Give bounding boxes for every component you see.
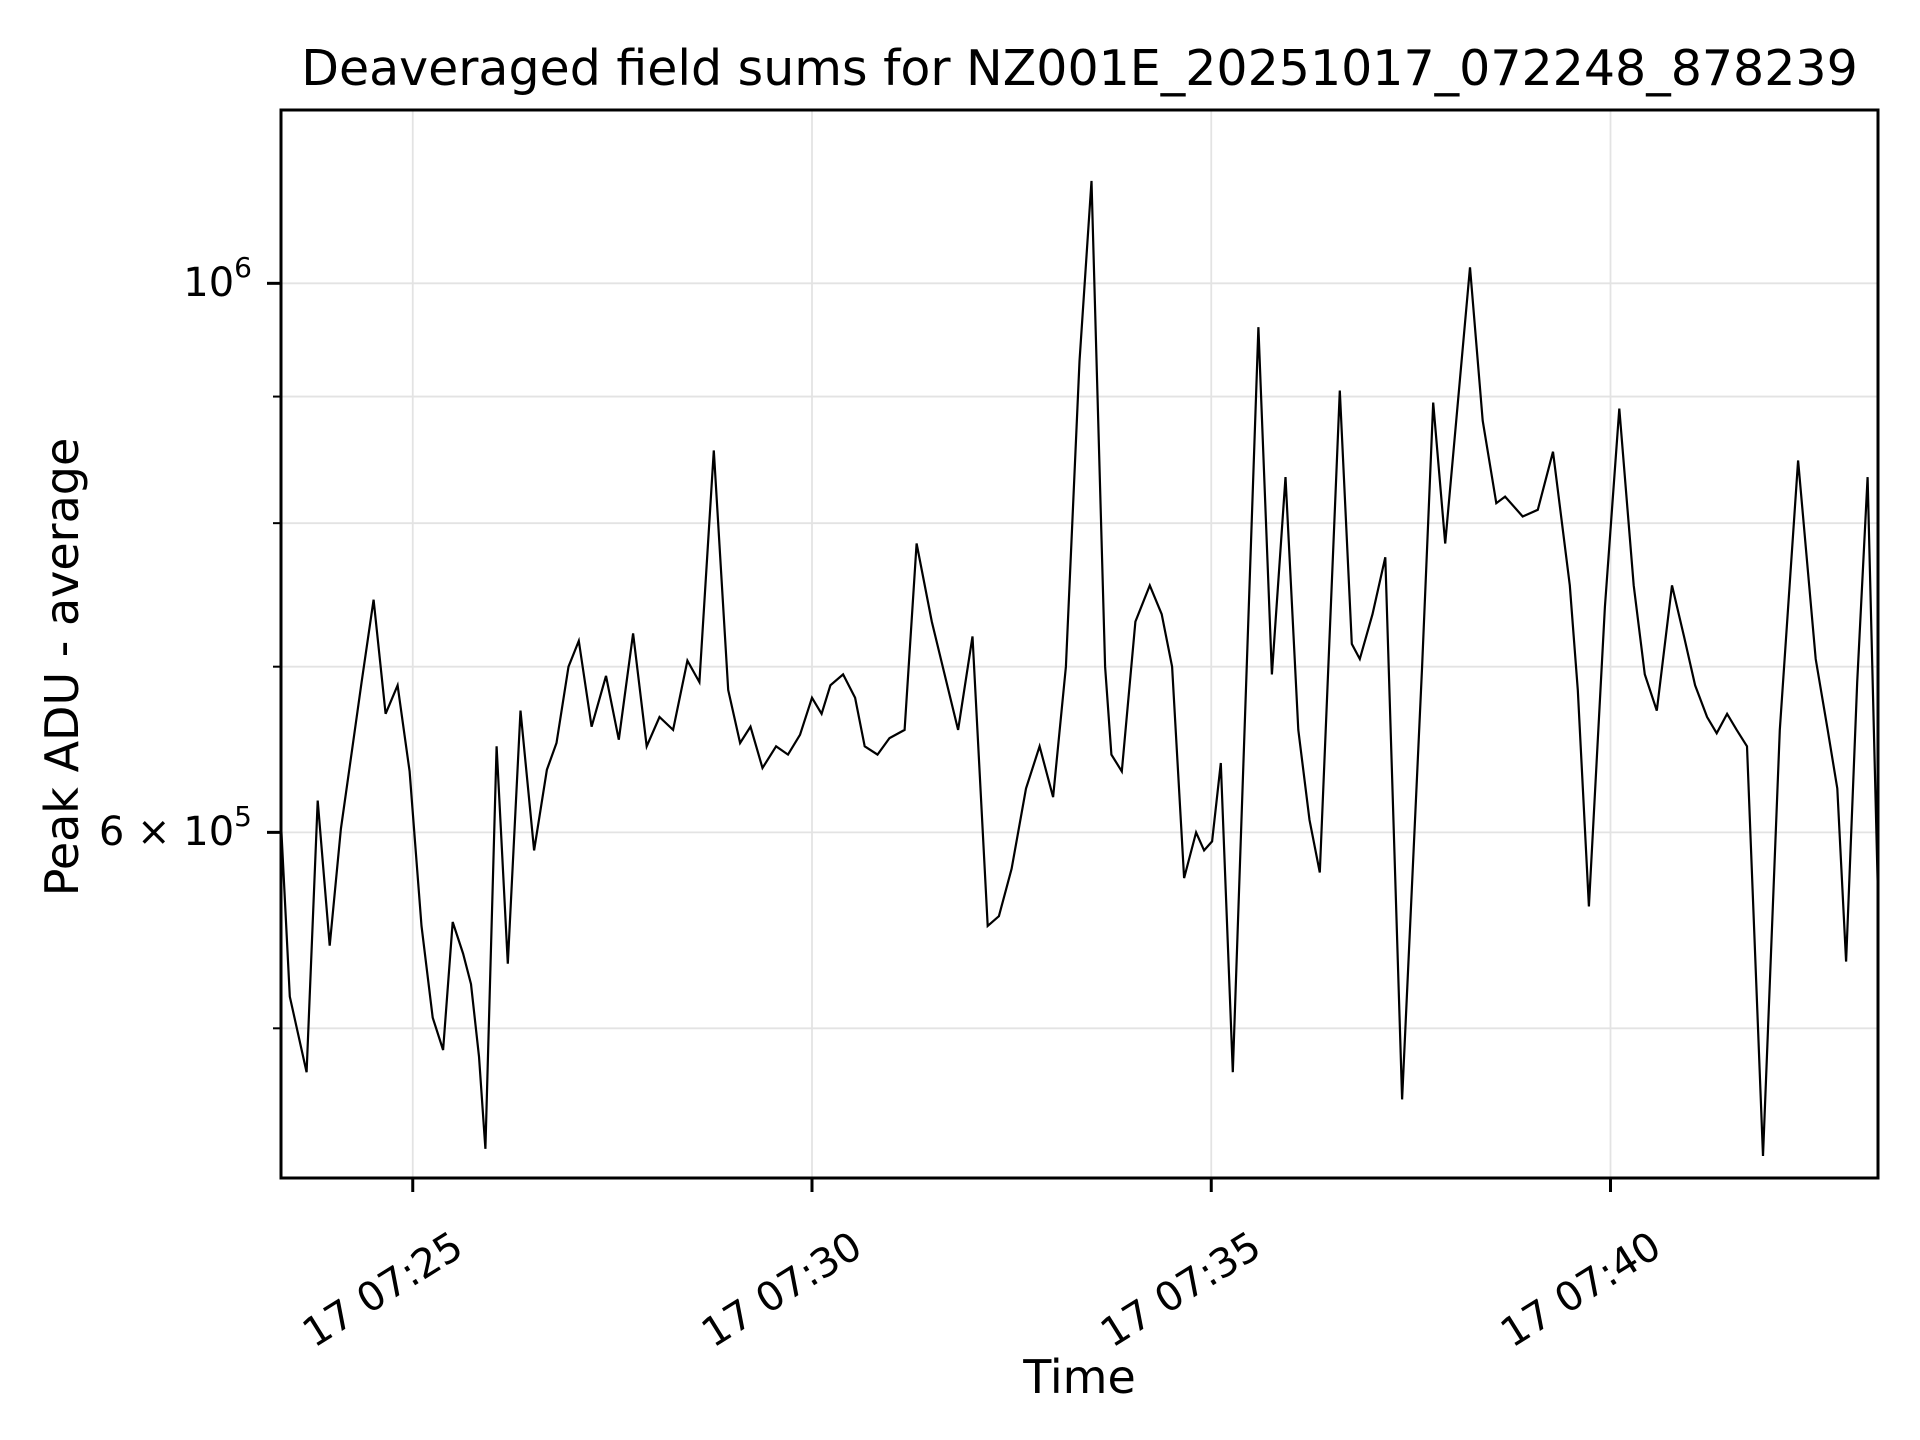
data-line-deaveraged-field-sum: [281, 180, 1878, 1157]
y-tick-label: 10 6: [183, 250, 252, 307]
y-tick-label: 6 × 10 5: [98, 799, 252, 856]
chart-title: Deaveraged field sums for NZ001E_2025101…: [301, 40, 1858, 97]
axes-spines: [279, 108, 1880, 1180]
x-axis-label: Time: [1023, 1350, 1136, 1404]
